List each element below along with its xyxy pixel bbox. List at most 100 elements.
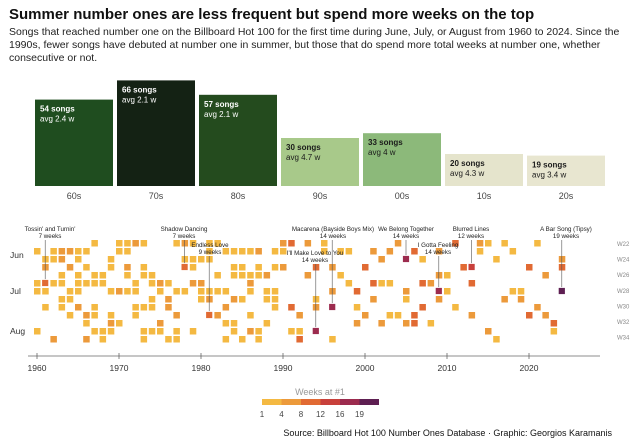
decade-label: 20s xyxy=(559,191,574,201)
decade-label: 90s xyxy=(313,191,328,201)
week-cell xyxy=(419,304,426,311)
week-cell xyxy=(222,304,230,311)
week-cell xyxy=(370,280,377,287)
highlight-cell xyxy=(311,327,320,335)
week-cell xyxy=(337,272,344,279)
month-label: Jun xyxy=(10,250,24,260)
week-cell xyxy=(239,264,246,271)
week-cell xyxy=(34,288,41,295)
week-cell xyxy=(230,248,238,255)
week-cell xyxy=(419,256,426,263)
bar-count-label: 20 songs xyxy=(450,159,485,168)
annotation-weeks: 7 weeks xyxy=(173,233,196,240)
bar-count-label: 54 songs xyxy=(40,105,75,114)
legend-swatch xyxy=(359,399,379,405)
week-cell xyxy=(214,312,221,319)
week-cell xyxy=(140,264,148,271)
week-cell xyxy=(75,272,82,279)
week-cell xyxy=(148,328,156,335)
week-cell xyxy=(222,288,230,295)
week-cell xyxy=(132,240,139,247)
week-cell xyxy=(58,296,66,303)
decade-bar-10s xyxy=(445,154,523,186)
source-credit: Source: Billboard Hot 100 Number Ones Da… xyxy=(283,428,612,438)
week-cell xyxy=(370,296,377,303)
week-cell xyxy=(239,248,246,255)
week-cell xyxy=(501,296,508,303)
week-cell xyxy=(116,320,123,327)
week-cell xyxy=(452,240,459,247)
annotation-weeks: 9 weeks xyxy=(199,249,222,256)
week-cell xyxy=(83,280,90,287)
week-cell xyxy=(271,264,279,271)
week-cell xyxy=(124,240,131,247)
week-cell xyxy=(34,280,41,287)
x-tick-label: 1980 xyxy=(192,363,211,373)
legend-tick-label: 1 xyxy=(260,410,265,419)
week-cell xyxy=(337,248,344,255)
week-cell xyxy=(99,328,107,335)
week-cell xyxy=(66,288,74,295)
week-cell xyxy=(444,288,451,295)
week-cell xyxy=(173,240,180,247)
week-cell xyxy=(157,328,164,335)
week-cell xyxy=(124,272,131,279)
chart-subtitle: Songs that reached number one on the Bil… xyxy=(9,26,620,64)
bar-avg-label: avg 2.1 w xyxy=(204,110,238,119)
legend-tick-label: 19 xyxy=(355,410,364,419)
week-cell xyxy=(435,248,443,255)
week-cell xyxy=(263,272,271,279)
week-cell xyxy=(485,328,492,335)
week-cell xyxy=(271,304,279,311)
decade-bar-90s xyxy=(281,138,359,186)
decade-bar-60s xyxy=(35,99,113,186)
decade-bar-80s xyxy=(199,94,277,186)
week-cell xyxy=(288,304,295,311)
legend-swatch xyxy=(301,399,321,405)
week-cell xyxy=(148,272,156,279)
annotation-song: We Belong Together xyxy=(378,226,434,233)
highlight-cell xyxy=(41,279,50,287)
week-cell xyxy=(247,280,254,287)
legend-tick-label: 12 xyxy=(316,410,325,419)
week-cell xyxy=(247,328,254,335)
week-cell xyxy=(526,264,533,271)
week-cell xyxy=(427,280,435,287)
legend-tick-label: 16 xyxy=(336,410,345,419)
week-cell xyxy=(247,312,254,319)
week-cell xyxy=(83,320,90,327)
week-cell xyxy=(173,312,180,319)
week-cell xyxy=(394,240,402,247)
week-cell xyxy=(83,312,90,319)
week-cell xyxy=(386,280,394,287)
annotation-weeks: 14 weeks xyxy=(320,233,346,240)
week-cell xyxy=(165,296,172,303)
week-cell xyxy=(189,280,197,287)
week-cell xyxy=(83,336,90,343)
bar-avg-label: avg 2.4 w xyxy=(40,115,74,124)
week-cell xyxy=(435,296,443,303)
week-cell xyxy=(50,248,57,255)
week-cell xyxy=(411,320,418,327)
week-cell xyxy=(91,304,98,311)
week-cell xyxy=(222,336,230,343)
week-cell xyxy=(255,328,262,335)
week-cell xyxy=(75,256,82,263)
week-tick-label: W32 xyxy=(617,320,630,326)
annotation-song: Macarena (Bayside Boys Mix) xyxy=(292,226,374,233)
week-cell xyxy=(263,288,271,295)
bar-count-label: 30 songs xyxy=(286,143,321,152)
annotation-song: A Bar Song (Tipsy) xyxy=(540,226,592,233)
week-cell xyxy=(181,288,189,295)
annotation-weeks: 14 weeks xyxy=(302,257,328,264)
week-cell xyxy=(255,264,262,271)
decade-label: 10s xyxy=(477,191,492,201)
week-cell xyxy=(58,256,66,263)
decade-label: 70s xyxy=(149,191,164,201)
week-cell xyxy=(214,272,221,279)
week-cell xyxy=(124,288,131,295)
week-cell xyxy=(173,336,180,343)
week-cell xyxy=(107,328,115,335)
week-cell xyxy=(304,240,312,247)
